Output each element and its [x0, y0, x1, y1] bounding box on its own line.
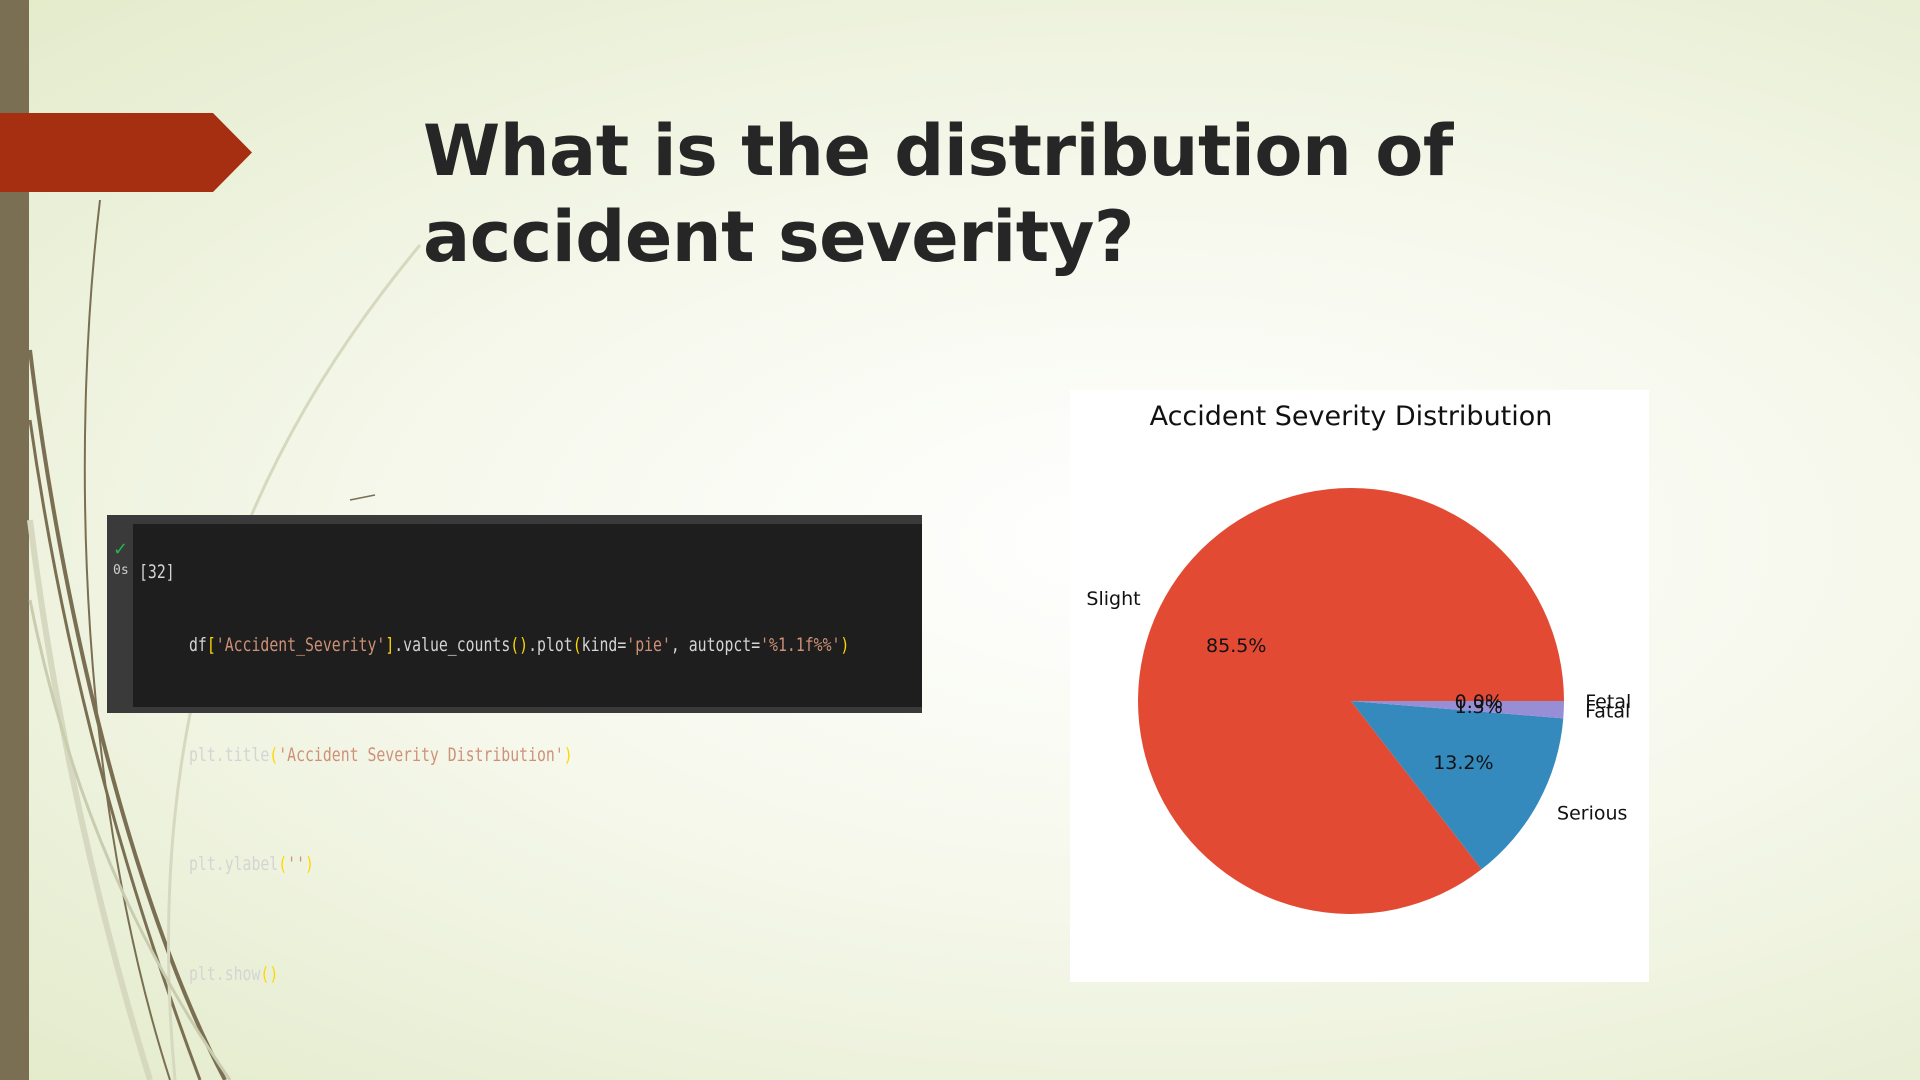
pie-category-label: Serious [1557, 803, 1627, 825]
chart-title: Accident Severity Distribution [1150, 401, 1553, 432]
pie-category-label: Fetal [1585, 691, 1631, 713]
code-line: plt.show() [189, 962, 279, 985]
pie-category-label: Fatal [1585, 701, 1630, 723]
execution-time: 0s [113, 563, 129, 578]
code-text: df['Accident_Severity'].value_counts().p… [189, 554, 849, 1065]
slide-title: What is the distribution of accident sev… [423, 110, 1453, 278]
code-line: df['Accident_Severity'].value_counts().p… [189, 634, 850, 656]
pie-pct-label: 85.5% [1206, 635, 1266, 657]
title-arrow-shape [0, 113, 252, 192]
pie-category-label: Slight [1086, 588, 1140, 610]
code-editor[interactable]: [32] df['Accident_Severity'].value_count… [133, 524, 922, 985]
pie-slice-fatal [1351, 701, 1564, 719]
pie-chart: Accident Severity Distribution 85.5% Slig… [1086, 401, 1631, 914]
code-line: plt.title('Accident Severity Distributio… [189, 743, 573, 766]
code-line: plt.ylabel('') [189, 853, 314, 875]
code-cell[interactable]: ✓ 0s [32] df['Accident_Severity'].value_… [107, 515, 922, 985]
pie-pct-label: 13.2% [1433, 752, 1493, 774]
pie-pct-label: 0.0% [1455, 691, 1503, 713]
pie-slice-serious [1351, 701, 1564, 870]
execution-count: [32] [139, 561, 175, 583]
pie-pct-label: 1.3% [1455, 696, 1503, 718]
run-success-check-icon: ✓ [113, 539, 129, 560]
pie-chart-panel: Accident Severity Distribution 85.5% Slig… [1070, 390, 1649, 982]
